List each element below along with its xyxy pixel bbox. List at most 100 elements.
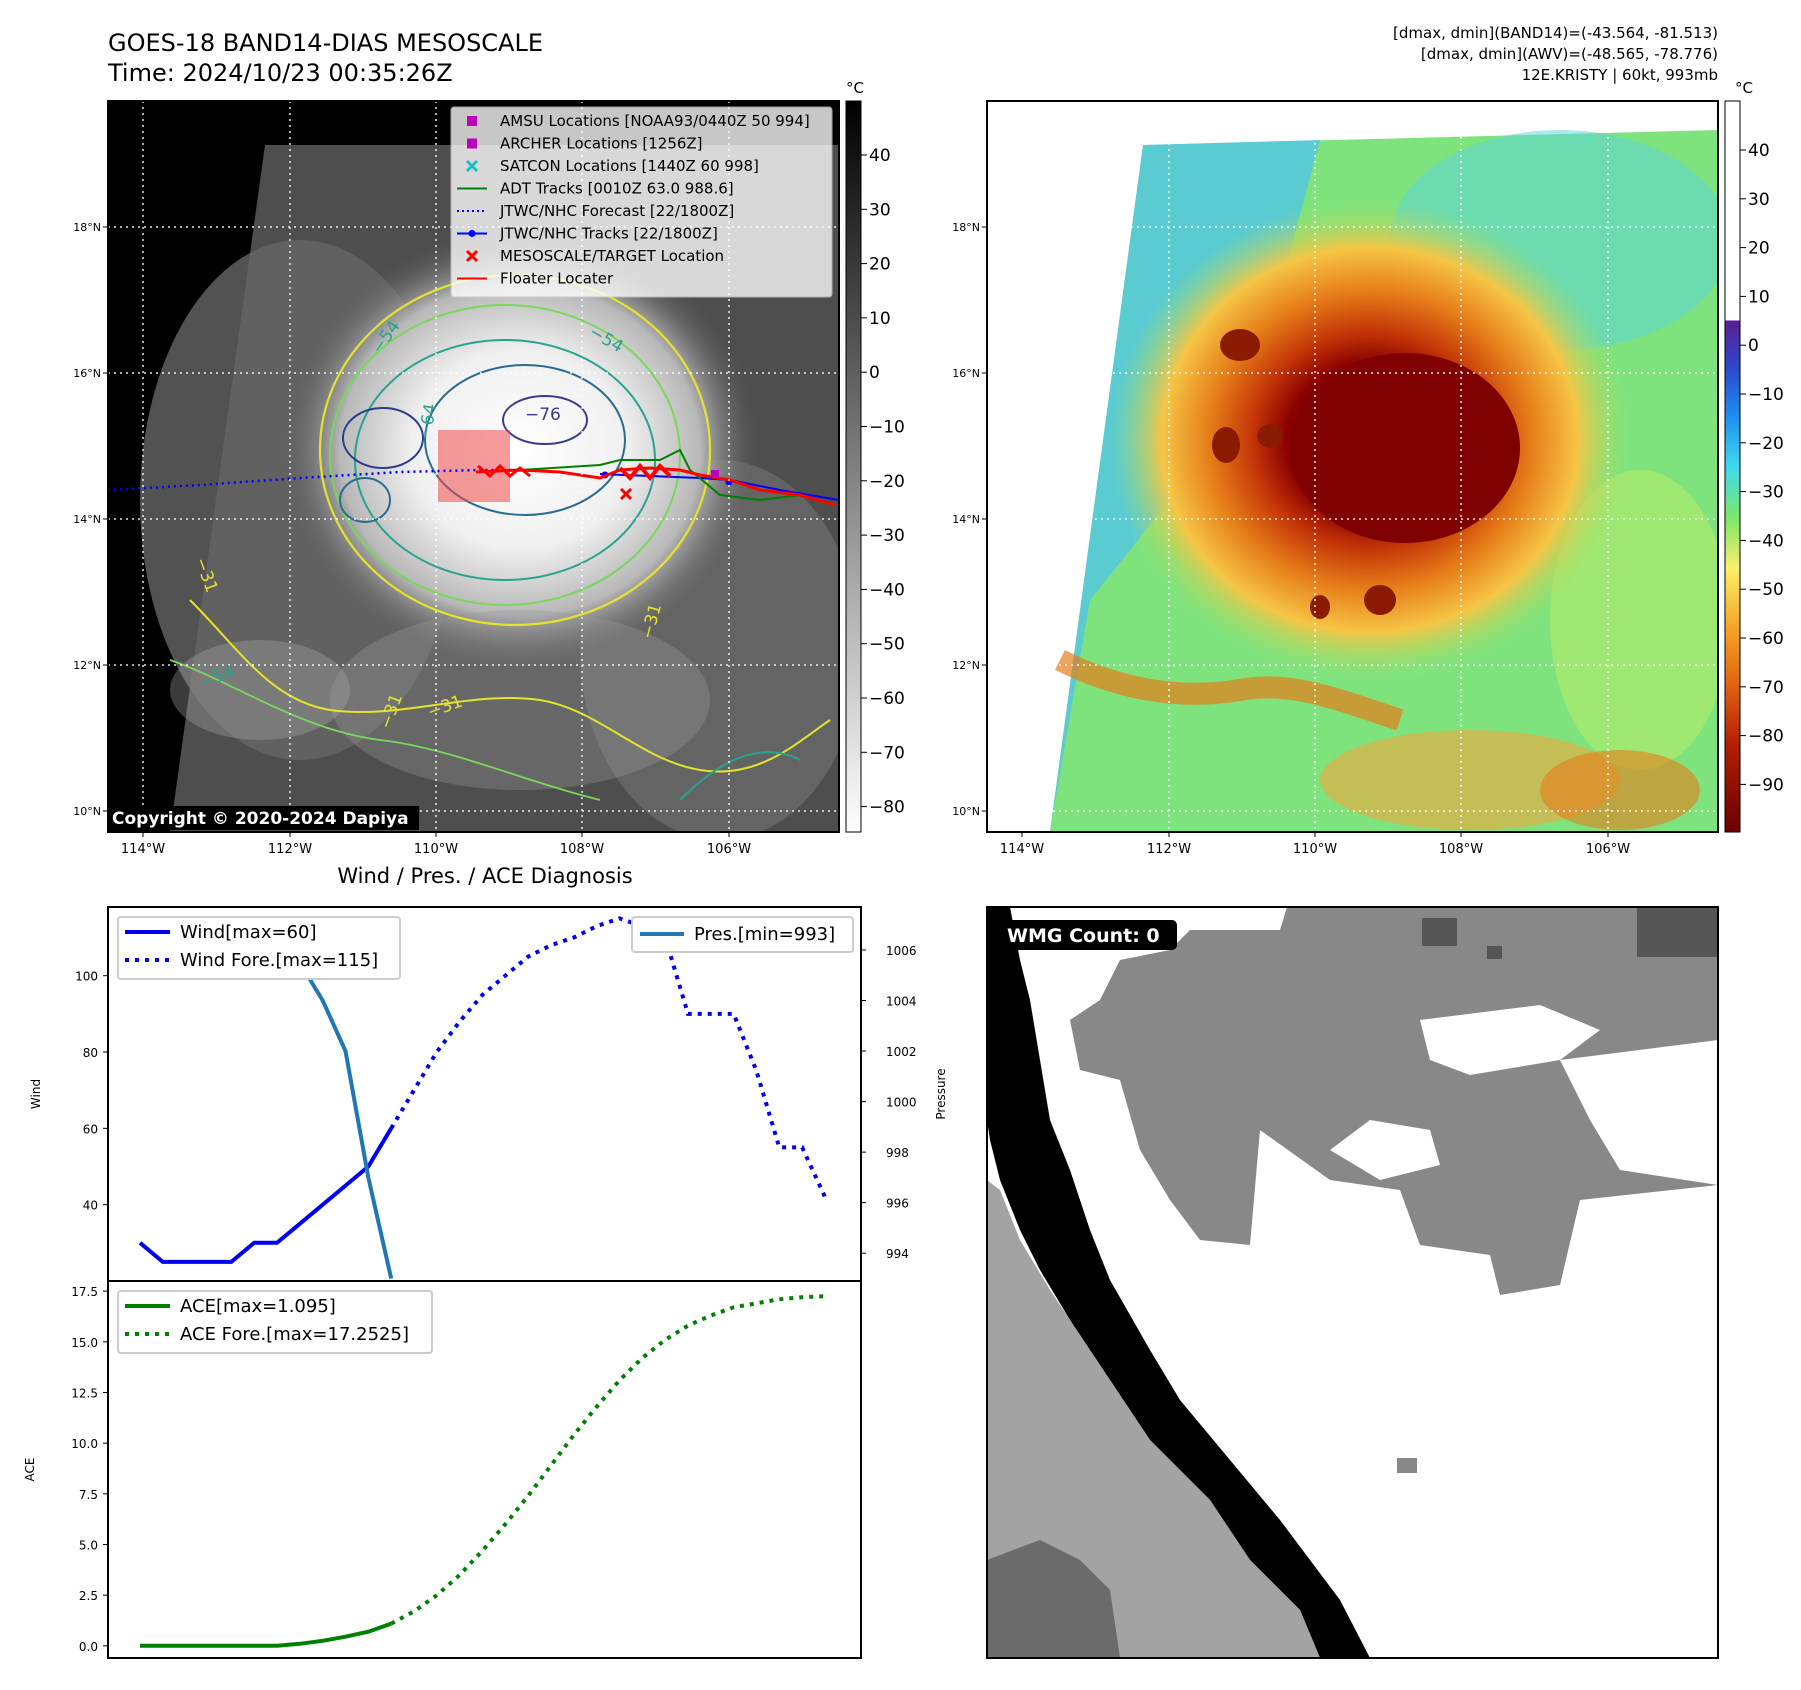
- colorbar-tick-label: −30: [1748, 483, 1784, 503]
- lon-label: 114°W: [121, 842, 165, 857]
- legend-entry: MESOSCALE/TARGET Location: [500, 247, 724, 265]
- legend-entry: JTWC/NHC Forecast [22/1800Z]: [499, 202, 734, 220]
- y-tick-label: 60: [83, 1122, 98, 1136]
- y-tick-label: 80: [83, 1046, 98, 1060]
- legend-marker-x: [465, 249, 479, 263]
- y-tick-label: 10.0: [71, 1437, 98, 1451]
- ace-plot-area: [107, 1280, 862, 1659]
- legend-entry: Wind Fore.[max=115]: [180, 950, 378, 971]
- legend-entry: ARCHER Locations [1256Z]: [500, 135, 703, 153]
- y-right-tick-label: 996: [886, 1197, 909, 1211]
- legend-marker-dot: [468, 230, 476, 237]
- colorbar-tick-label: 40: [1748, 141, 1770, 161]
- legend-entry: AMSU Locations [NOAA93/0440Z 50 994]: [500, 112, 810, 130]
- colorbar-tick-label: −60: [1748, 629, 1784, 649]
- legend-entry: Floater Locater: [500, 270, 614, 288]
- colorbar-tick-label: 0: [869, 363, 880, 383]
- awv-satellite-map: [987, 101, 1718, 832]
- y-right-tick-label: 1000: [886, 1096, 917, 1110]
- colorbar-tick-label: 20: [1748, 239, 1770, 259]
- wmg-panel: WMG Count: 0: [987, 907, 1718, 1658]
- stats-line2: [dmax, dmin](AWV)=(-48.565, -78.776): [1421, 45, 1718, 63]
- lat-label: 16°N: [952, 367, 980, 380]
- y-tick-label: 40: [83, 1199, 98, 1213]
- figure-title-line2: Time: 2024/10/23 00:35:26Z: [107, 59, 453, 87]
- pressure-legend: [631, 916, 854, 953]
- y-tick-label: 100: [75, 970, 98, 984]
- lon-label: 110°W: [414, 842, 458, 857]
- colorbar-tick-label: −10: [1748, 385, 1784, 405]
- colorbar-tick-label: 20: [869, 255, 891, 275]
- lon-label: 110°W: [1293, 842, 1337, 857]
- diagnosis-title: Wind / Pres. / ACE Diagnosis: [337, 864, 632, 888]
- y-right-tick-label: 994: [886, 1247, 909, 1261]
- lat-label: 12°N: [952, 659, 980, 672]
- colorbar-tick-label: 10: [869, 309, 891, 329]
- legend-entry: ADT Tracks [0010Z 63.0 988.6]: [500, 180, 734, 198]
- awv-map-frame: [986, 100, 1719, 833]
- y-tick-label: 17.5: [71, 1285, 98, 1299]
- copyright-label: Copyright © 2020-2024 Dapiya: [112, 809, 409, 829]
- figure-title-line1: GOES-18 BAND14-DIAS MESOSCALE: [108, 29, 543, 57]
- wind-pressure-chart: 40 60 80 100 994 996 998 1000 1002 1004 1006 Wind Pr…: [29, 906, 948, 1282]
- colorbar-tick-label: −20: [869, 472, 905, 492]
- lat-label: 12°N: [73, 659, 101, 672]
- colorbar-tick-label: −50: [1748, 580, 1784, 600]
- ir-colorbar-unit: °C: [846, 79, 864, 97]
- ace-axis-label: ACE: [23, 1458, 37, 1482]
- legend-entry: Pres.[min=993]: [694, 924, 835, 945]
- pressure-axis-label: Pressure: [934, 1068, 948, 1119]
- legend-entry: SATCON Locations [1440Z 60 998]: [500, 157, 759, 175]
- contour-label: −76: [525, 405, 561, 425]
- colorbar-tick-label: −90: [1748, 775, 1784, 795]
- lon-label: 108°W: [560, 842, 604, 857]
- legend-entry: ACE[max=1.095]: [180, 1296, 336, 1317]
- colorbar-tick-label: −60: [869, 689, 905, 709]
- legend-entry: Wind[max=60]: [180, 922, 317, 943]
- ace-legend: [117, 1290, 433, 1354]
- colorbar-tick-label: 40: [869, 146, 891, 166]
- y-tick-label: 12.5: [71, 1386, 98, 1400]
- ace-series-line-1: [390, 1294, 826, 1626]
- colorbar-tick-label: −10: [869, 418, 905, 438]
- colorbar-tick-label: −40: [869, 580, 905, 600]
- lon-label: 112°W: [1147, 842, 1191, 857]
- legend-marker-x: [465, 159, 479, 173]
- lon-label: 114°W: [1000, 842, 1044, 857]
- lat-label: 18°N: [952, 221, 980, 234]
- legend-entry: JTWC/NHC Tracks [22/1800Z]: [499, 225, 718, 243]
- lat-label: 14°N: [952, 513, 980, 526]
- lon-label: 108°W: [1439, 842, 1483, 857]
- wind-axis-label: Wind: [29, 1079, 43, 1109]
- stats-line3: 12E.KRISTY | 60kt, 993mb: [1522, 66, 1718, 84]
- lat-label: 18°N: [73, 221, 101, 234]
- awv-colorbar-unit: °C: [1735, 79, 1753, 97]
- ir-map-frame: [107, 100, 840, 833]
- colorbar-tick-label: 30: [1748, 190, 1770, 210]
- series-line-0: [138, 1127, 393, 1264]
- colorbar-tick-label: −80: [869, 798, 905, 818]
- colorbar-tick-label: −50: [869, 635, 905, 655]
- legend-marker-square: [467, 138, 477, 149]
- y-right-tick-label: 1004: [886, 995, 917, 1009]
- series-line-1: [389, 916, 827, 1198]
- ir-colorbar: [845, 100, 862, 833]
- wmg-count-label: WMG Count: 0: [1007, 925, 1160, 947]
- colorbar-tick-label: −80: [1748, 727, 1784, 747]
- colorbar-tick-label: 30: [869, 200, 891, 220]
- legend-entry: ACE Fore.[max=17.2525]: [180, 1324, 409, 1345]
- y-tick-label: 2.5: [79, 1589, 98, 1603]
- lat-label: 10°N: [952, 805, 980, 818]
- y-right-tick-label: 998: [886, 1146, 909, 1160]
- ace-series-line-0: [140, 1621, 392, 1648]
- lat-label: 16°N: [73, 367, 101, 380]
- lon-label: 106°W: [707, 842, 751, 857]
- map-legend: AMSU Locations [NOAA93/0440Z 50 994] ARCH…: [450, 106, 833, 298]
- wind-legend: [117, 916, 401, 980]
- awv-colorbar: [1724, 100, 1741, 833]
- legend-marker-square: [467, 116, 477, 126]
- lat-label: 14°N: [73, 513, 101, 526]
- wmg-count-badge: [997, 920, 1177, 950]
- lat-label: 10°N: [73, 805, 101, 818]
